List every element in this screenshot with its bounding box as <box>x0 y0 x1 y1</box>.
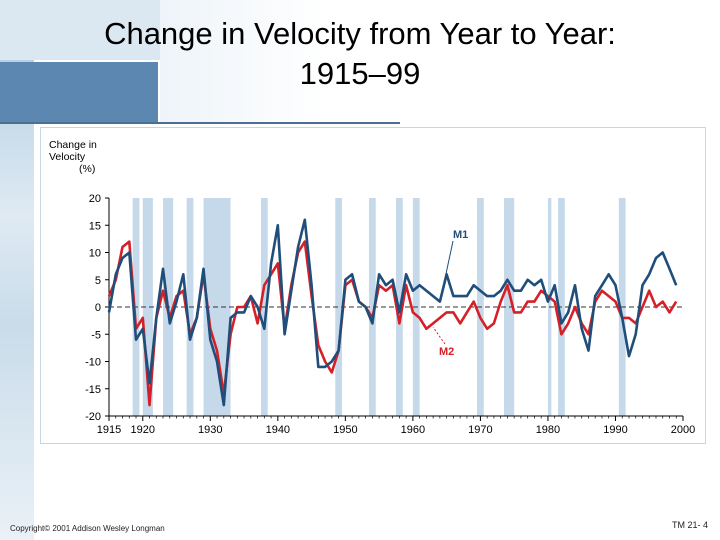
y-tick-label: 5 <box>95 275 101 287</box>
y-tick-label: 15 <box>89 220 101 232</box>
decor-tile <box>0 62 158 122</box>
recession-band <box>142 198 153 416</box>
y-axis-title-line: Change in <box>49 139 97 151</box>
y-tick-label: 10 <box>89 248 101 260</box>
series-label-m1-leader <box>442 240 454 287</box>
copyright-text: Copyright© 2001 Addison Wesley Longman <box>10 524 165 533</box>
slide-title: Change in Velocity from Year to Year: 19… <box>0 14 720 94</box>
y-tick-label: 0 <box>95 302 101 314</box>
y-tick-label: -5 <box>91 329 101 341</box>
decor-tile <box>0 0 160 60</box>
x-tick-label: 1970 <box>468 424 492 436</box>
series-lines <box>107 218 678 407</box>
y-tick-label: -15 <box>85 384 101 396</box>
title-line-1: Change in Velocity from Year to Year: <box>104 16 616 51</box>
chart-panel: 20 15 10 5 0 -5 -10 -15 -20 1915 1920 1930 1940 1950 1… <box>40 127 706 444</box>
x-tick-label: 1920 <box>131 424 155 436</box>
x-tick-label: 1980 <box>536 424 560 436</box>
recession-band <box>368 198 376 416</box>
decor-divider <box>0 122 400 124</box>
title-line-2: 1915–99 <box>299 56 421 91</box>
slide-number: TM 21- 4 <box>672 520 709 530</box>
y-axis-title-line: Velocity <box>49 151 86 163</box>
x-tick-label: 1960 <box>401 424 425 436</box>
x-tick-label: 1930 <box>198 424 222 436</box>
series-label-m2: M2 <box>439 346 454 358</box>
series-label-m1: M1 <box>453 229 468 241</box>
recession-band <box>335 198 342 416</box>
x-tick-label: 2000 <box>671 424 695 436</box>
x-tick-label: 1950 <box>333 424 357 436</box>
y-tick-label: -20 <box>85 411 101 423</box>
header-decor <box>0 0 720 130</box>
y-tick-label: -10 <box>85 357 101 369</box>
series-annotations: M1 M2 <box>432 229 468 358</box>
y-tick-label: 20 <box>89 193 101 205</box>
x-tick-label: 1940 <box>266 424 290 436</box>
x-tick-label: 1915 <box>97 424 121 436</box>
x-tick-label: 1990 <box>603 424 627 436</box>
series-line-m1 <box>107 218 678 407</box>
decor-tile <box>160 0 720 122</box>
y-axis-title-line: (%) <box>79 163 95 175</box>
series-label-m2-leader <box>432 327 446 345</box>
